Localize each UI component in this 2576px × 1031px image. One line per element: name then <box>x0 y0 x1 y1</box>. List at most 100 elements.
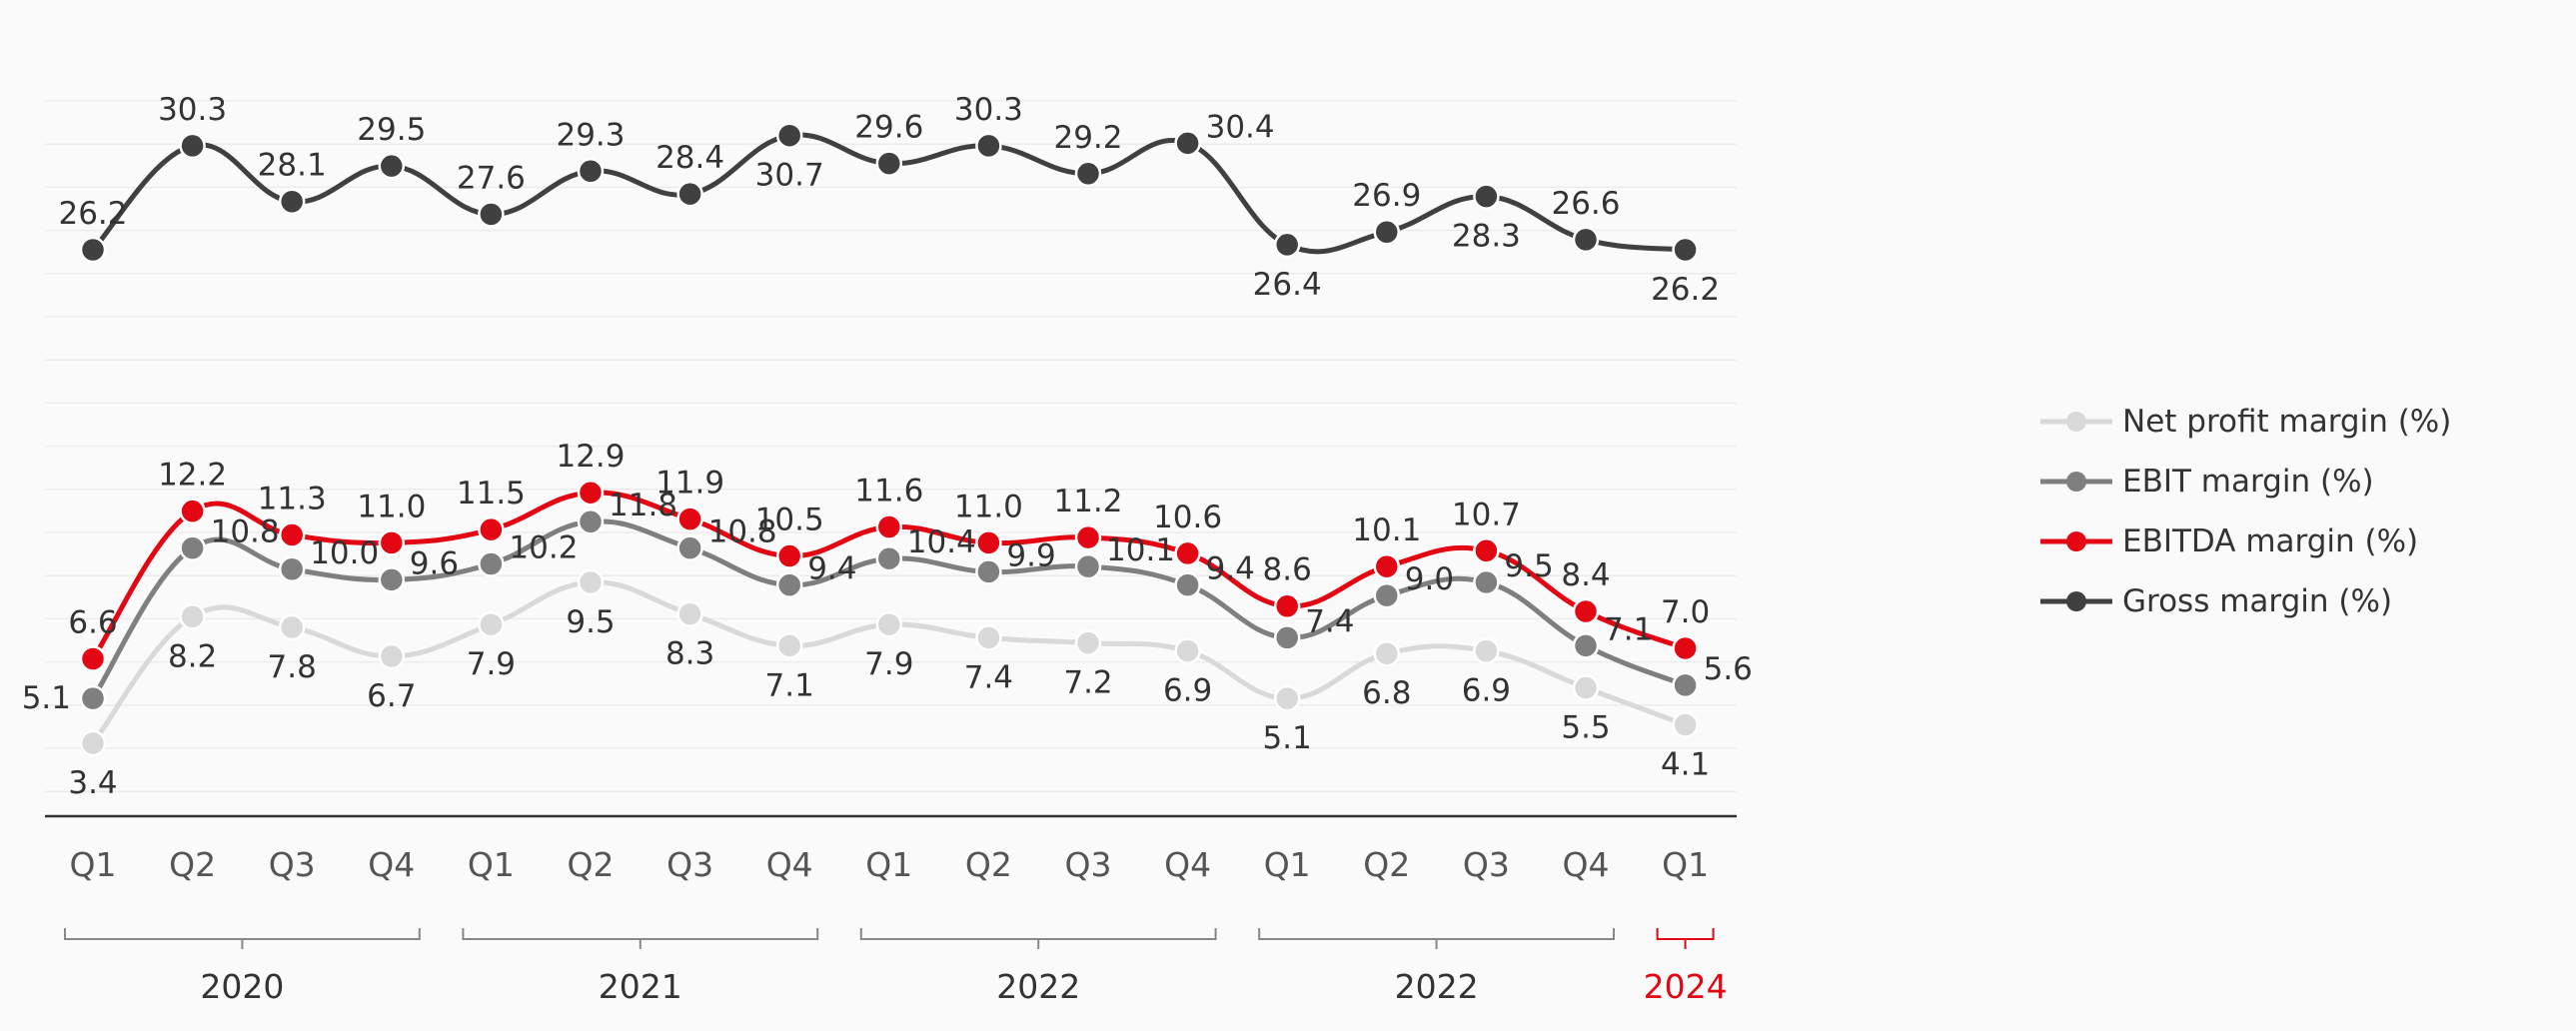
data-point-gross-margin[interactable] <box>1174 130 1201 157</box>
data-point-net-profit-margin[interactable] <box>478 610 505 638</box>
data-point-ebit-margin[interactable] <box>875 544 903 572</box>
data-point-ebitda-margin[interactable] <box>775 542 803 569</box>
data-point-net-profit-margin[interactable] <box>676 600 703 627</box>
x-tick-label: Q2 <box>965 845 1012 884</box>
data-point-ebitda-margin[interactable] <box>278 521 306 548</box>
data-label-gross-margin: 28.3 <box>1452 219 1521 255</box>
data-point-net-profit-margin[interactable] <box>975 624 1002 651</box>
data-point-ebitda-margin[interactable] <box>1074 523 1102 551</box>
series-net-profit-margin <box>79 568 1699 757</box>
legend-item-net-profit[interactable]: Net profit margin (%) <box>2038 392 2451 452</box>
data-point-gross-margin[interactable] <box>775 122 803 149</box>
data-point-gross-margin[interactable] <box>179 132 206 160</box>
data-point-gross-margin[interactable] <box>1473 183 1500 210</box>
data-point-net-profit-margin[interactable] <box>875 610 903 638</box>
data-point-gross-margin[interactable] <box>875 150 903 177</box>
data-label-ebitda-margin: 11.6 <box>854 474 923 510</box>
data-label-net-profit-margin: 7.8 <box>268 649 317 685</box>
data-point-ebit-margin[interactable] <box>1273 624 1301 651</box>
data-point-net-profit-margin[interactable] <box>1672 711 1699 738</box>
data-point-gross-margin[interactable] <box>1672 236 1699 264</box>
data-point-ebitda-margin[interactable] <box>79 645 107 672</box>
data-point-ebit-margin[interactable] <box>1373 581 1401 609</box>
data-point-ebitda-margin[interactable] <box>1572 597 1600 625</box>
data-point-net-profit-margin[interactable] <box>1473 637 1500 664</box>
data-point-ebit-margin[interactable] <box>378 566 406 593</box>
data-point-ebit-margin[interactable] <box>1074 552 1102 580</box>
data-label-ebitda-margin: 11.9 <box>655 466 724 502</box>
data-point-ebitda-margin[interactable] <box>378 529 406 556</box>
legend-item-ebit[interactable]: EBIT margin (%) <box>2038 452 2451 512</box>
data-point-net-profit-margin[interactable] <box>79 729 107 757</box>
data-point-ebitda-margin[interactable] <box>1174 539 1201 567</box>
data-point-net-profit-margin[interactable] <box>378 642 406 670</box>
data-point-ebitda-margin[interactable] <box>676 506 703 532</box>
data-point-ebitda-margin[interactable] <box>1373 552 1401 580</box>
data-label-net-profit-margin: 5.1 <box>1263 720 1312 756</box>
data-point-ebit-margin[interactable] <box>79 684 107 712</box>
data-point-net-profit-margin[interactable] <box>278 613 306 641</box>
data-point-ebit-margin[interactable] <box>676 534 703 561</box>
data-point-gross-margin[interactable] <box>676 180 703 208</box>
data-point-ebitda-margin[interactable] <box>875 514 903 540</box>
x-tick-label: Q3 <box>1065 845 1112 884</box>
data-point-net-profit-margin[interactable] <box>1373 639 1401 667</box>
data-point-ebit-margin[interactable] <box>1473 568 1500 596</box>
data-label-net-profit-margin: 7.9 <box>467 646 516 682</box>
data-point-net-profit-margin[interactable] <box>775 632 803 659</box>
data-point-gross-margin[interactable] <box>1273 231 1301 259</box>
data-label-ebit-margin: 5.1 <box>22 680 71 716</box>
data-label-ebit-margin: 10.0 <box>310 535 379 571</box>
data-point-ebit-margin[interactable] <box>975 558 1002 585</box>
data-labels: 3.4 8.2 7.8 6.7 7.9 9.5 8.3 7.1 7.9 7.4 7.2 6.9 5.1 6… <box>22 92 1753 801</box>
year-label: 2024 <box>1644 967 1728 1006</box>
data-label-ebitda-margin: 11.5 <box>457 476 526 512</box>
data-point-net-profit-margin[interactable] <box>1174 637 1201 664</box>
data-label-gross-margin: 26.9 <box>1352 178 1421 214</box>
data-label-gross-margin: 30.7 <box>755 158 824 194</box>
data-point-ebitda-margin[interactable] <box>577 479 605 507</box>
data-point-net-profit-margin[interactable] <box>179 603 206 630</box>
year-bracket <box>1258 928 1615 940</box>
legend-item-gross[interactable]: Gross margin (%) <box>2038 571 2451 631</box>
data-point-gross-margin[interactable] <box>577 158 605 185</box>
data-point-gross-margin[interactable] <box>1074 160 1102 188</box>
data-point-ebit-margin[interactable] <box>1672 671 1699 699</box>
x-tick-label: Q4 <box>766 845 813 884</box>
data-point-ebit-margin[interactable] <box>478 550 505 577</box>
data-point-gross-margin[interactable] <box>378 152 406 180</box>
series-lines <box>79 122 1699 757</box>
data-point-gross-margin[interactable] <box>975 132 1002 160</box>
legend-label-net-profit: Net profit margin (%) <box>2122 404 2452 440</box>
data-point-ebitda-margin[interactable] <box>478 516 505 543</box>
data-point-net-profit-margin[interactable] <box>1572 674 1600 701</box>
year-label: 2022 <box>1395 967 1479 1006</box>
data-label-ebit-margin: 9.6 <box>410 545 459 581</box>
legend-label-ebit: EBIT margin (%) <box>2122 464 2374 500</box>
data-point-gross-margin[interactable] <box>79 236 107 264</box>
data-point-gross-margin[interactable] <box>1373 218 1401 246</box>
data-point-ebitda-margin[interactable] <box>1473 537 1500 564</box>
data-point-ebit-margin[interactable] <box>577 508 605 535</box>
data-point-net-profit-margin[interactable] <box>1273 684 1301 712</box>
data-point-ebit-margin[interactable] <box>1572 632 1600 659</box>
data-label-ebit-margin: 9.0 <box>1405 561 1454 597</box>
data-point-ebit-margin[interactable] <box>775 571 803 598</box>
data-point-ebit-margin[interactable] <box>1174 571 1201 598</box>
data-point-ebitda-margin[interactable] <box>975 529 1002 556</box>
data-point-ebitda-margin[interactable] <box>179 498 206 524</box>
data-point-gross-margin[interactable] <box>278 188 306 215</box>
data-point-ebitda-margin[interactable] <box>1273 592 1301 619</box>
data-point-gross-margin[interactable] <box>478 201 505 228</box>
data-point-ebitda-margin[interactable] <box>1672 634 1699 662</box>
data-point-net-profit-margin[interactable] <box>577 568 605 596</box>
year-groups: 2020 2021 2022 2022 2024 <box>64 928 1728 1006</box>
data-point-gross-margin[interactable] <box>1572 226 1600 254</box>
data-point-ebit-margin[interactable] <box>179 534 206 561</box>
data-point-net-profit-margin[interactable] <box>1074 629 1102 656</box>
year-group-2024: 2024 <box>1644 928 1728 1006</box>
data-label-gross-margin: 28.4 <box>655 140 724 176</box>
x-tick-label: Q4 <box>368 845 415 884</box>
data-point-ebit-margin[interactable] <box>278 555 306 583</box>
legend-item-ebitda[interactable]: EBITDA margin (%) <box>2038 512 2451 571</box>
